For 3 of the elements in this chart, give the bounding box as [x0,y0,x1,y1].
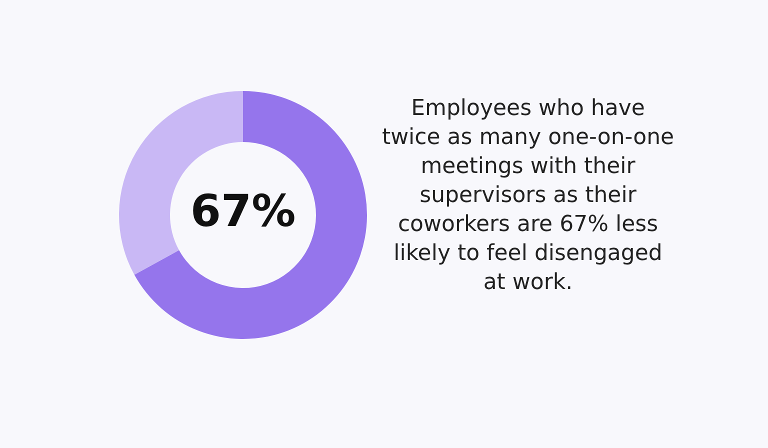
text: Employees who have twice as many one-on-one meetings with their supervisors as their coworkers are 67% less likely to feel disengaged at work. [382,96,674,295]
text: 67% [190,186,296,237]
donut-slice [134,91,367,339]
